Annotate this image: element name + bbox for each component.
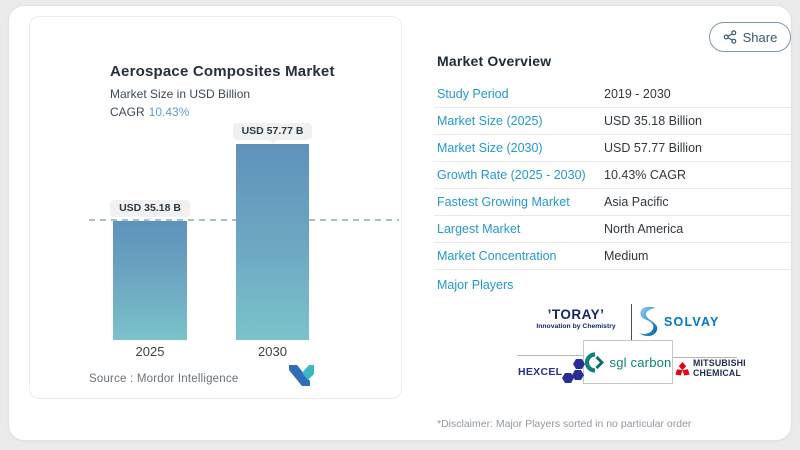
table-row: Growth Rate (2025 - 2030) 10.43% CAGR xyxy=(434,162,797,189)
row-label: Market Size (2030) xyxy=(437,141,543,155)
row-label: Market Size (2025) xyxy=(437,114,543,128)
overview-table: Study Period 2019 - 2030 Market Size (202… xyxy=(434,81,797,270)
solvay-s-icon xyxy=(639,306,658,337)
sgl-carbon-logo: sgl carbon xyxy=(583,340,673,384)
row-value: Medium xyxy=(604,249,649,263)
mitsubishi-diamonds-icon xyxy=(675,361,690,375)
report-card: Aerospace Composites Market Market Size … xyxy=(8,5,797,441)
hexcel-logo: HEXCEL xyxy=(518,359,586,384)
hexcel-hexagons-icon xyxy=(562,359,586,383)
toray-tagline: Innovation by Chemistry xyxy=(536,323,616,330)
mitsubishi-line2: CHEMICAL xyxy=(693,367,742,378)
solvay-logo: SOLVAY xyxy=(635,306,720,338)
logo-divider-right xyxy=(673,357,737,358)
row-label: Growth Rate (2025 - 2030) xyxy=(437,168,586,182)
table-row: Market Concentration Medium xyxy=(434,243,797,270)
cagr-value: 10.43% xyxy=(148,105,190,119)
cagr-line: CAGR 10.43% xyxy=(110,105,189,119)
toray-wordmark: ’TORAY’ xyxy=(547,307,605,322)
sgl-brackets-icon xyxy=(584,351,604,373)
toray-logo: ’TORAY’ Innovation by Chemistry xyxy=(536,307,616,330)
x-tick-2025: 2025 xyxy=(135,344,165,359)
share-button[interactable]: Share xyxy=(709,22,791,52)
row-label: Fastest Growing Market xyxy=(437,195,570,209)
major-players-logos: ’TORAY’ Innovation by Chemistry SOLVAY xyxy=(489,298,749,393)
row-value: North America xyxy=(604,222,684,236)
x-tick-2030: 2030 xyxy=(258,344,287,359)
row-value: USD 57.77 Billion xyxy=(604,141,702,155)
table-row: Market Size (2030) USD 57.77 Billion xyxy=(434,135,797,162)
row-label: Largest Market xyxy=(437,222,521,236)
overview-title: Market Overview xyxy=(437,53,552,69)
major-players-label: Major Players xyxy=(437,278,514,292)
table-row: Largest Market North America xyxy=(434,216,797,243)
row-value: Asia Pacific xyxy=(604,195,669,209)
row-value: USD 35.18 Billion xyxy=(604,114,702,128)
sgl-wordmark: sgl carbon xyxy=(609,354,672,370)
cagr-label: CAGR xyxy=(110,105,145,119)
row-label: Market Concentration xyxy=(437,249,557,263)
logo-divider-left xyxy=(517,355,583,356)
solvay-wordmark: SOLVAY xyxy=(664,315,720,329)
row-label: Study Period xyxy=(437,87,509,101)
bar-value-label-2030: USD 57.77 B xyxy=(233,123,312,144)
mitsubishi-wordmark: MITSUBISHI CHEMICAL xyxy=(693,358,746,378)
chart-title: Aerospace Composites Market xyxy=(110,63,335,80)
hexcel-wordmark: HEXCEL xyxy=(518,366,563,378)
share-nodes-icon xyxy=(723,30,736,44)
table-row: Study Period 2019 - 2030 xyxy=(434,81,797,108)
bar-2025 xyxy=(113,221,187,340)
bar-2030 xyxy=(236,144,309,340)
mitsubishi-chemical-logo: MITSUBISHI CHEMICAL xyxy=(675,358,746,378)
logo-divider-vertical xyxy=(631,304,632,345)
table-row: Market Size (2025) USD 35.18 Billion xyxy=(434,108,797,135)
chart-panel: Aerospace Composites Market Market Size … xyxy=(29,16,402,399)
bar-value-label-2025: USD 35.18 B xyxy=(110,200,190,221)
chart-subtitle: Market Size in USD Billion xyxy=(110,87,251,101)
source-attribution: Source : Mordor Intelligence xyxy=(89,373,239,385)
mitsubishi-line1: MITSUBISHI xyxy=(693,358,746,368)
mordor-intelligence-logo-icon xyxy=(289,365,314,386)
row-value: 2019 - 2030 xyxy=(604,87,671,101)
share-button-label: Share xyxy=(742,29,778,45)
table-row: Fastest Growing Market Asia Pacific xyxy=(434,189,797,216)
disclaimer-text: *Disclaimer: Major Players sorted in no … xyxy=(437,418,692,430)
row-value: 10.43% CAGR xyxy=(604,168,686,182)
